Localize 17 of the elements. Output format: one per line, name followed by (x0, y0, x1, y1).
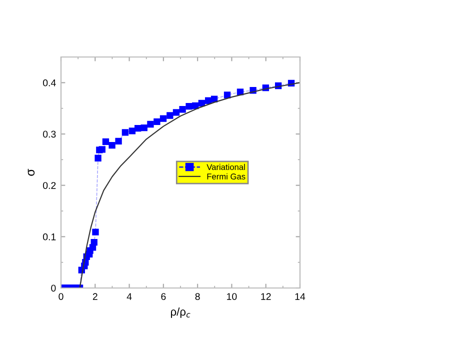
y-axis-title: σ (28, 168, 35, 176)
y-tick-label: 0.1 (43, 233, 56, 240)
y-tick-label: 0.2 (43, 182, 56, 189)
x-tick-label: 2 (92, 293, 98, 300)
legend-label: Variational (206, 164, 245, 170)
x-tick-label: 8 (195, 293, 200, 300)
x-tick-label: 14 (295, 293, 306, 300)
y-tick-label: 0.4 (43, 79, 56, 86)
x-tick-label: 12 (261, 293, 271, 300)
legend-label: Fermi Gas (207, 173, 246, 180)
x-axis-title: ρ/ρ$_{c}$ (170, 307, 190, 318)
x-tick-label: 10 (227, 293, 237, 300)
y-tick-label: 0 (51, 284, 56, 292)
x-tick-label: 4 (126, 293, 132, 300)
x-tick-label: 6 (161, 293, 166, 300)
x-tick-label: 0 (58, 293, 64, 300)
y-tick-label: 0.3 (43, 130, 56, 138)
